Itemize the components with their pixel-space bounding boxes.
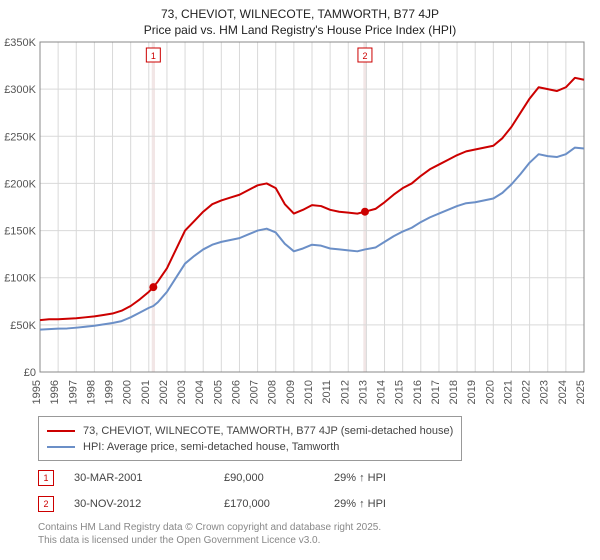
- svg-text:2021: 2021: [502, 380, 514, 404]
- sale-date: 30-MAR-2001: [74, 472, 204, 484]
- svg-text:£250K: £250K: [4, 132, 36, 144]
- svg-text:2016: 2016: [412, 380, 424, 404]
- svg-text:2023: 2023: [539, 380, 551, 404]
- svg-text:2001: 2001: [140, 380, 152, 404]
- title-line2: Price paid vs. HM Land Registry's House …: [0, 22, 600, 38]
- svg-text:2011: 2011: [321, 380, 333, 404]
- svg-text:1998: 1998: [85, 380, 97, 404]
- sale-price: £90,000: [224, 472, 314, 484]
- chart-title: 73, CHEVIOT, WILNECOTE, TAMWORTH, B77 4J…: [0, 0, 600, 38]
- svg-text:2003: 2003: [176, 380, 188, 404]
- sale-date: 30-NOV-2012: [74, 498, 204, 510]
- price-chart: £0 £50K £100K £150K £200K £250K £300K £350K 1995…: [0, 38, 600, 416]
- legend-label: HPI: Average price, semi-detached house,…: [83, 441, 339, 453]
- svg-text:2000: 2000: [122, 380, 134, 404]
- svg-text:2015: 2015: [394, 380, 406, 404]
- svg-text:2010: 2010: [303, 380, 315, 404]
- svg-text:2019: 2019: [466, 380, 478, 404]
- svg-text:2020: 2020: [484, 380, 496, 404]
- legend-label: 73, CHEVIOT, WILNECOTE, TAMWORTH, B77 4J…: [83, 425, 453, 437]
- svg-text:£50K: £50K: [10, 320, 36, 332]
- legend: 73, CHEVIOT, WILNECOTE, TAMWORTH, B77 4J…: [38, 416, 462, 461]
- svg-text:2014: 2014: [376, 380, 388, 404]
- svg-text:2025: 2025: [575, 380, 587, 404]
- svg-text:1995: 1995: [31, 380, 43, 404]
- sale-delta: 29% ↑ HPI: [334, 498, 386, 510]
- svg-text:£300K: £300K: [4, 85, 36, 97]
- sale-marker: 2: [38, 496, 54, 512]
- sale-price: £170,000: [224, 498, 314, 510]
- svg-text:£150K: £150K: [4, 226, 36, 238]
- svg-text:2013: 2013: [357, 380, 369, 404]
- sales-list: 1 30-MAR-2001 £90,000 29% ↑ HPI 2 30-NOV-2012…: [38, 469, 570, 513]
- svg-text:2008: 2008: [267, 380, 279, 404]
- title-line1: 73, CHEVIOT, WILNECOTE, TAMWORTH, B77 4J…: [0, 6, 600, 22]
- svg-text:2012: 2012: [339, 380, 351, 404]
- svg-text:1999: 1999: [104, 380, 116, 404]
- sale-row: 1 30-MAR-2001 £90,000 29% ↑ HPI: [38, 469, 570, 487]
- sale-marker: 1: [38, 470, 54, 486]
- svg-text:£350K: £350K: [4, 38, 36, 49]
- svg-text:2022: 2022: [521, 380, 533, 404]
- svg-text:1996: 1996: [49, 380, 61, 404]
- svg-text:2007: 2007: [249, 380, 261, 404]
- legend-item: HPI: Average price, semi-detached house,…: [47, 439, 453, 455]
- svg-text:£200K: £200K: [4, 179, 36, 191]
- footnote-line2: This data is licensed under the Open Gov…: [38, 534, 570, 547]
- svg-text:2004: 2004: [194, 380, 206, 404]
- svg-text:2018: 2018: [448, 380, 460, 404]
- legend-swatch: [47, 430, 75, 432]
- svg-text:1997: 1997: [67, 380, 79, 404]
- svg-text:£0: £0: [24, 367, 36, 379]
- footnote: Contains HM Land Registry data © Crown c…: [38, 521, 570, 547]
- svg-text:2002: 2002: [158, 380, 170, 404]
- svg-text:2024: 2024: [557, 380, 569, 404]
- svg-text:2: 2: [362, 51, 367, 61]
- chart-footer: 73, CHEVIOT, WILNECOTE, TAMWORTH, B77 4J…: [0, 416, 600, 547]
- svg-text:£100K: £100K: [4, 273, 36, 285]
- sale-row: 2 30-NOV-2012 £170,000 29% ↑ HPI: [38, 495, 570, 513]
- sale-delta: 29% ↑ HPI: [334, 472, 386, 484]
- svg-text:2009: 2009: [285, 380, 297, 404]
- legend-item: 73, CHEVIOT, WILNECOTE, TAMWORTH, B77 4J…: [47, 423, 453, 439]
- svg-text:2005: 2005: [212, 380, 224, 404]
- svg-text:2017: 2017: [430, 380, 442, 404]
- svg-text:1: 1: [151, 51, 156, 61]
- footnote-line1: Contains HM Land Registry data © Crown c…: [38, 521, 570, 534]
- legend-swatch: [47, 446, 75, 448]
- svg-text:2006: 2006: [230, 380, 242, 404]
